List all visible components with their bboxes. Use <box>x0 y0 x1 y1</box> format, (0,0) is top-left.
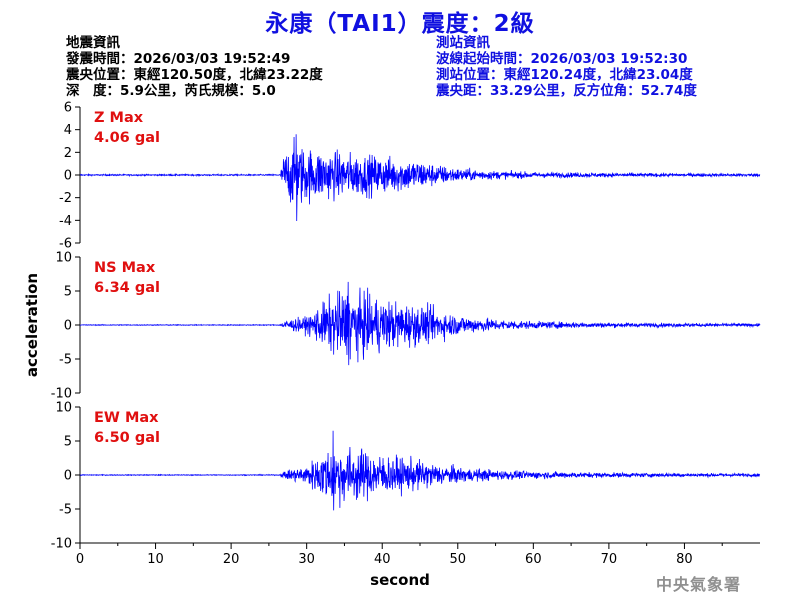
channel-max-value: 6.50 gal <box>94 430 160 446</box>
y-tick-label: -2 <box>59 191 72 206</box>
x-tick-label: 70 <box>601 552 618 567</box>
y-tick-label: 5 <box>64 285 72 300</box>
x-axis-label: second <box>370 571 430 589</box>
y-tick-label: -6 <box>59 237 72 252</box>
x-tick-label: 30 <box>298 552 315 567</box>
y-tick-label: 2 <box>64 146 72 161</box>
y-tick-label: 10 <box>55 401 72 416</box>
y-tick-label: 4 <box>64 123 72 138</box>
y-tick-label: 6 <box>64 101 72 116</box>
y-axis-label: acceleration <box>23 273 41 377</box>
y-tick-label: 0 <box>64 169 72 184</box>
x-tick-label: 80 <box>676 552 693 567</box>
station-info-heading: 測站資訊 <box>436 35 490 51</box>
epicenter-location: 震央位置：東經120.50度，北緯23.22度 <box>66 67 323 83</box>
y-tick-label: 0 <box>64 319 72 334</box>
earthquake-info: 地震資訊 發震時間：2026/03/03 19:52:49 震央位置：東經120… <box>66 35 323 99</box>
depth-magnitude: 深 度：5.9公里，芮氏規模：5.0 <box>66 83 276 99</box>
wave-start-time: 波線起始時間：2026/03/03 19:52:30 <box>436 51 688 67</box>
waveform-ns <box>79 281 761 366</box>
y-tick-label: 10 <box>55 251 72 266</box>
channel-max-value: 4.06 gal <box>94 130 160 146</box>
channel-max-value: 6.34 gal <box>94 280 160 296</box>
x-tick-label: 10 <box>147 552 164 567</box>
x-tick-label: 0 <box>76 552 84 567</box>
x-tick-label: 20 <box>223 552 240 567</box>
x-tick-label: 60 <box>525 552 542 567</box>
y-tick-label: 5 <box>64 435 72 450</box>
station-location: 測站位置：東經120.24度，北緯23.04度 <box>436 67 693 83</box>
x-tick-label: 50 <box>450 552 467 567</box>
channel-label: EW Max <box>94 410 159 426</box>
y-tick-label: -5 <box>59 503 72 518</box>
distance-azimuth: 震央距：33.29公里，反方位角：52.74度 <box>436 83 697 99</box>
channel-label: NS Max <box>94 260 156 276</box>
waveform-ew <box>79 430 761 511</box>
y-tick-label: 0 <box>64 469 72 484</box>
y-tick-label: -10 <box>51 387 72 402</box>
page-title: 永康（TAI1）震度：2級 <box>265 11 535 37</box>
origin-time: 發震時間：2026/03/03 19:52:49 <box>66 51 291 67</box>
y-tick-label: -5 <box>59 353 72 368</box>
agency-mark: 中央氣象署 <box>656 575 742 594</box>
y-tick-label: -4 <box>59 214 72 229</box>
station-info: 測站資訊 波線起始時間：2026/03/03 19:52:30 測站位置：東經1… <box>436 35 697 99</box>
channel-label: Z Max <box>94 110 144 126</box>
y-tick-label: -10 <box>51 537 72 552</box>
earthquake-info-heading: 地震資訊 <box>66 35 120 51</box>
x-tick-label: 40 <box>374 552 391 567</box>
waveform-z <box>79 134 761 222</box>
